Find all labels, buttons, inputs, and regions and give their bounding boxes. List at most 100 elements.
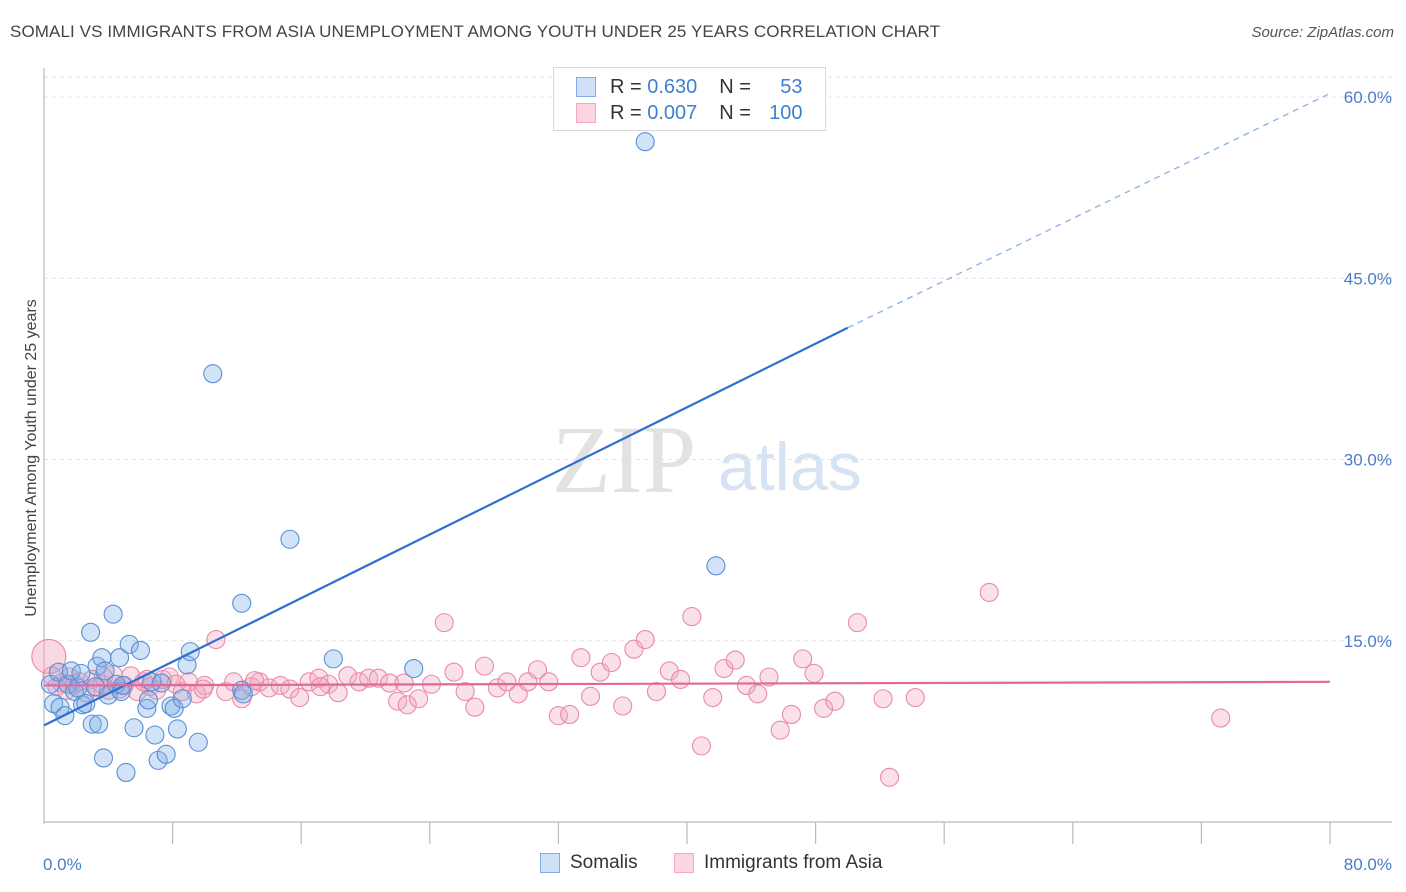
data-point <box>434 613 454 633</box>
data-point <box>93 748 114 768</box>
data-point <box>635 132 655 152</box>
data-point <box>613 696 633 716</box>
data-point <box>646 681 667 702</box>
data-point <box>31 638 67 675</box>
data-point <box>1211 708 1231 728</box>
data-point <box>635 629 655 650</box>
data-point <box>671 669 691 689</box>
data-point <box>193 679 213 699</box>
data-point <box>119 634 139 654</box>
data-point <box>759 667 779 687</box>
data-point <box>368 668 388 688</box>
data-point <box>455 681 475 702</box>
data-point <box>44 694 64 714</box>
data-point <box>873 689 893 709</box>
series-legend-somalis[interactable]: Somalis <box>540 852 638 874</box>
data-point <box>781 704 802 725</box>
y-tick-label: 45.0% <box>1344 269 1392 288</box>
grid-lines <box>44 76 1392 642</box>
stats-legend: R = 0.630 N = 53 R = 0.007 N = 100 <box>553 67 826 131</box>
data-point <box>465 697 485 717</box>
data-points <box>31 132 1231 787</box>
data-point <box>580 686 601 706</box>
data-point <box>167 719 187 739</box>
data-point <box>725 650 745 670</box>
data-point <box>359 668 379 688</box>
data-point <box>825 691 845 711</box>
axes <box>43 68 1392 844</box>
data-point <box>560 704 580 725</box>
data-point <box>323 649 343 669</box>
legend-r-value: 0.630 <box>647 75 698 98</box>
legend-n-label: N = <box>719 101 751 124</box>
trend-line-somalis-extension <box>847 92 1331 329</box>
series-swatch-somalis <box>540 853 560 873</box>
data-point <box>82 714 102 734</box>
data-point <box>310 677 331 697</box>
series-label-somalis: Somalis <box>570 852 638 873</box>
series-legend-asia[interactable]: Immigrants from Asia <box>674 852 882 874</box>
data-point <box>172 689 192 709</box>
data-point <box>571 648 591 668</box>
legend-swatch-asia <box>576 103 596 123</box>
chart-title: SOMALI VS IMMIGRANTS FROM ASIA UNEMPLOYM… <box>10 22 941 41</box>
x-tick-labels: 0.0% 80.0% <box>43 855 1392 874</box>
data-point <box>814 698 834 718</box>
data-point <box>180 642 200 662</box>
data-point <box>156 744 176 764</box>
y-axis-title: Unemployment Among Youth under 25 years <box>23 299 40 617</box>
legend-n-value: 100 <box>769 101 803 124</box>
trend-lines <box>43 92 1331 727</box>
legend-swatch-somalis <box>576 77 596 97</box>
data-point <box>497 672 517 692</box>
data-point <box>124 718 144 738</box>
data-point <box>145 725 165 745</box>
data-point <box>793 649 813 669</box>
data-point <box>682 607 702 627</box>
series-swatch-asia <box>674 853 694 873</box>
data-point <box>404 658 424 679</box>
data-point <box>397 695 417 715</box>
data-point <box>328 683 348 703</box>
data-point <box>203 364 223 384</box>
data-point <box>539 672 559 692</box>
data-point <box>188 732 208 752</box>
data-point <box>164 698 184 718</box>
data-point <box>232 593 252 613</box>
legend-r-value: 0.007 <box>647 101 698 124</box>
data-point <box>95 661 115 681</box>
y-tick-label: 15.0% <box>1344 632 1392 651</box>
data-point <box>527 660 548 680</box>
data-point <box>161 696 181 716</box>
data-point <box>847 613 867 633</box>
trend-line-somalis <box>43 326 849 727</box>
data-point <box>394 673 414 693</box>
legend-row-asia: R = 0.007 N = 100 <box>576 101 803 125</box>
y-tick-labels: 15.0% 30.0% 45.0% 60.0% <box>1344 88 1392 651</box>
data-point <box>601 652 621 673</box>
data-point <box>703 687 723 708</box>
data-point <box>905 687 925 708</box>
data-point <box>151 673 171 693</box>
y-tick-label: 30.0% <box>1344 451 1392 470</box>
data-point <box>879 767 900 787</box>
data-point <box>110 648 130 668</box>
data-point <box>138 690 159 710</box>
data-point <box>116 762 136 783</box>
watermark: ZIP atlas <box>552 406 862 513</box>
watermark-zip: ZIP <box>552 406 696 513</box>
data-point <box>770 720 790 740</box>
watermark-atlas: atlas <box>718 429 862 505</box>
data-point <box>444 662 464 682</box>
data-point <box>804 663 824 683</box>
data-point <box>280 529 300 549</box>
data-point <box>103 604 123 624</box>
legend-r-label: R = <box>610 101 642 124</box>
data-point <box>349 672 369 692</box>
legend-n-label: N = <box>719 75 751 98</box>
data-point <box>81 622 101 642</box>
data-point <box>706 556 726 576</box>
data-point <box>691 736 712 756</box>
x-tick-label-max: 80.0% <box>1344 855 1392 874</box>
